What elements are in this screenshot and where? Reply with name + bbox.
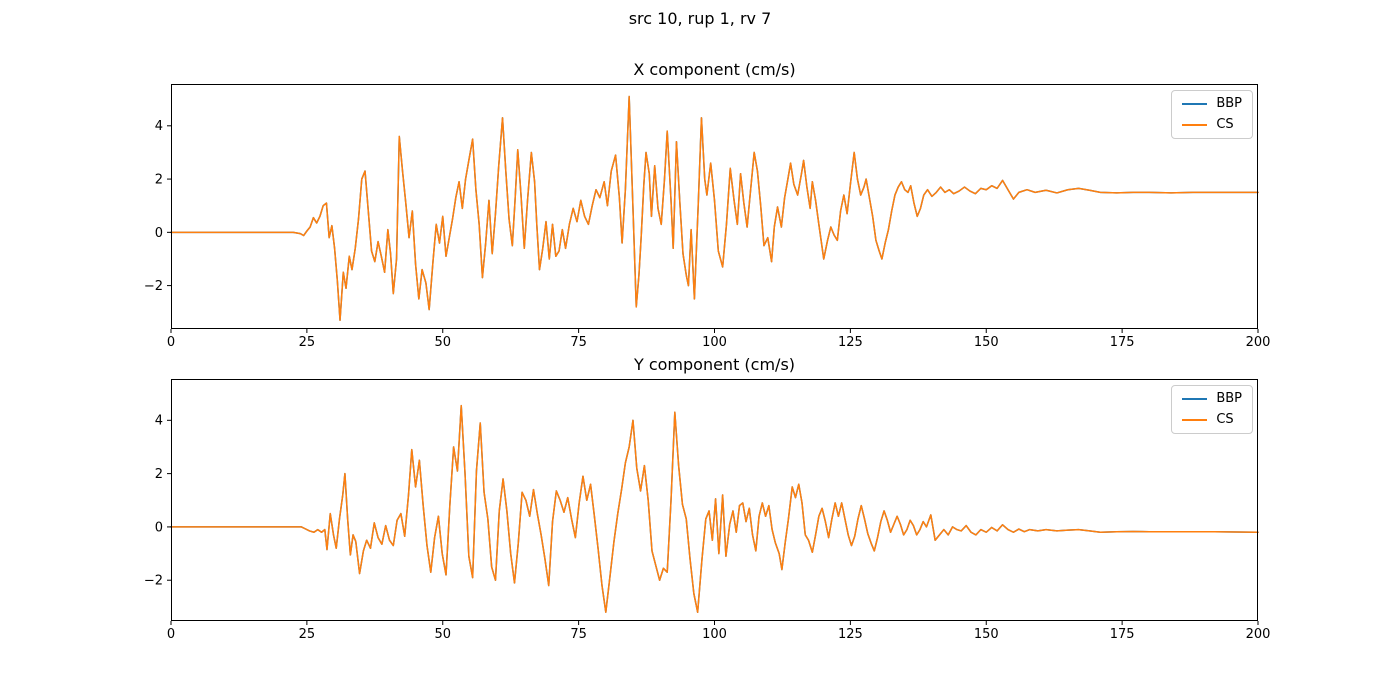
subplot-x-component: X component (cm/s) 0 25 50 75 100 125 150 175 20… bbox=[144, 60, 1271, 350]
y-tick-label: 0 bbox=[155, 520, 163, 535]
cs-line-swatch bbox=[1182, 124, 1208, 126]
legend-label-cs: CS bbox=[1216, 117, 1234, 132]
x-tick-label: 200 bbox=[1246, 335, 1271, 350]
legend-item-bbp: BBP bbox=[1182, 392, 1242, 406]
legend-label-cs: CS bbox=[1216, 412, 1234, 427]
bbp-line-swatch bbox=[1182, 103, 1208, 105]
legend-item-cs: CS bbox=[1182, 413, 1242, 427]
x-tick-label: 100 bbox=[702, 627, 727, 642]
x-component-plot: 0 25 50 75 100 125 150 175 200 −2 0 2 4 bbox=[144, 84, 1270, 350]
x-tick-label: 50 bbox=[434, 335, 451, 350]
x-tick-label: 0 bbox=[167, 335, 175, 350]
y-tick-label: 4 bbox=[155, 414, 163, 429]
figure-suptitle: src 10, rup 1, rv 7 bbox=[628, 9, 772, 28]
x-tick-label: 100 bbox=[702, 335, 727, 350]
legend-label-bbp: BBP bbox=[1216, 96, 1242, 111]
legend: BBP CS bbox=[1171, 90, 1253, 139]
y-tick-label: −2 bbox=[144, 574, 163, 589]
subplot-y-title: Y component (cm/s) bbox=[633, 355, 796, 374]
x-tick-label: 25 bbox=[299, 335, 316, 350]
y-tick-label: 2 bbox=[155, 467, 163, 482]
series-line-cs bbox=[170, 404, 1259, 613]
x-tick-label: 175 bbox=[1110, 627, 1135, 642]
subplot-x-title: X component (cm/s) bbox=[633, 60, 796, 79]
x-tick-label: 125 bbox=[838, 335, 863, 350]
axes-spines bbox=[171, 379, 1258, 621]
x-tick-label: 50 bbox=[434, 627, 451, 642]
x-tick-label: 150 bbox=[974, 627, 999, 642]
x-tick-label: 200 bbox=[1246, 627, 1271, 642]
legend: BBP CS bbox=[1171, 385, 1253, 434]
x-tick-label: 150 bbox=[974, 335, 999, 350]
legend-label-bbp: BBP bbox=[1216, 391, 1242, 406]
y-tick-label: 0 bbox=[155, 226, 163, 241]
x-tick-label: 175 bbox=[1110, 335, 1135, 350]
subplot-y-component: Y component (cm/s) 0 25 50 75 100 125 150 175 20… bbox=[144, 355, 1271, 642]
y-tick-label: 4 bbox=[155, 119, 163, 134]
x-tick-label: 75 bbox=[570, 335, 587, 350]
x-tick-label: 75 bbox=[570, 627, 587, 642]
legend-item-bbp: BBP bbox=[1182, 97, 1242, 111]
y-component-plot: 0 25 50 75 100 125 150 175 200 −2 0 2 4 bbox=[144, 379, 1270, 642]
legend-item-cs: CS bbox=[1182, 118, 1242, 132]
bbp-line-swatch bbox=[1182, 398, 1208, 400]
axes-spines bbox=[171, 84, 1258, 329]
y-tick-label: −2 bbox=[144, 279, 163, 294]
x-tick-label: 125 bbox=[838, 627, 863, 642]
x-tick-label: 25 bbox=[299, 627, 316, 642]
series-line-cs bbox=[170, 95, 1259, 321]
y-tick-label: 2 bbox=[155, 172, 163, 187]
cs-line-swatch bbox=[1182, 419, 1208, 421]
x-tick-label: 0 bbox=[167, 627, 175, 642]
